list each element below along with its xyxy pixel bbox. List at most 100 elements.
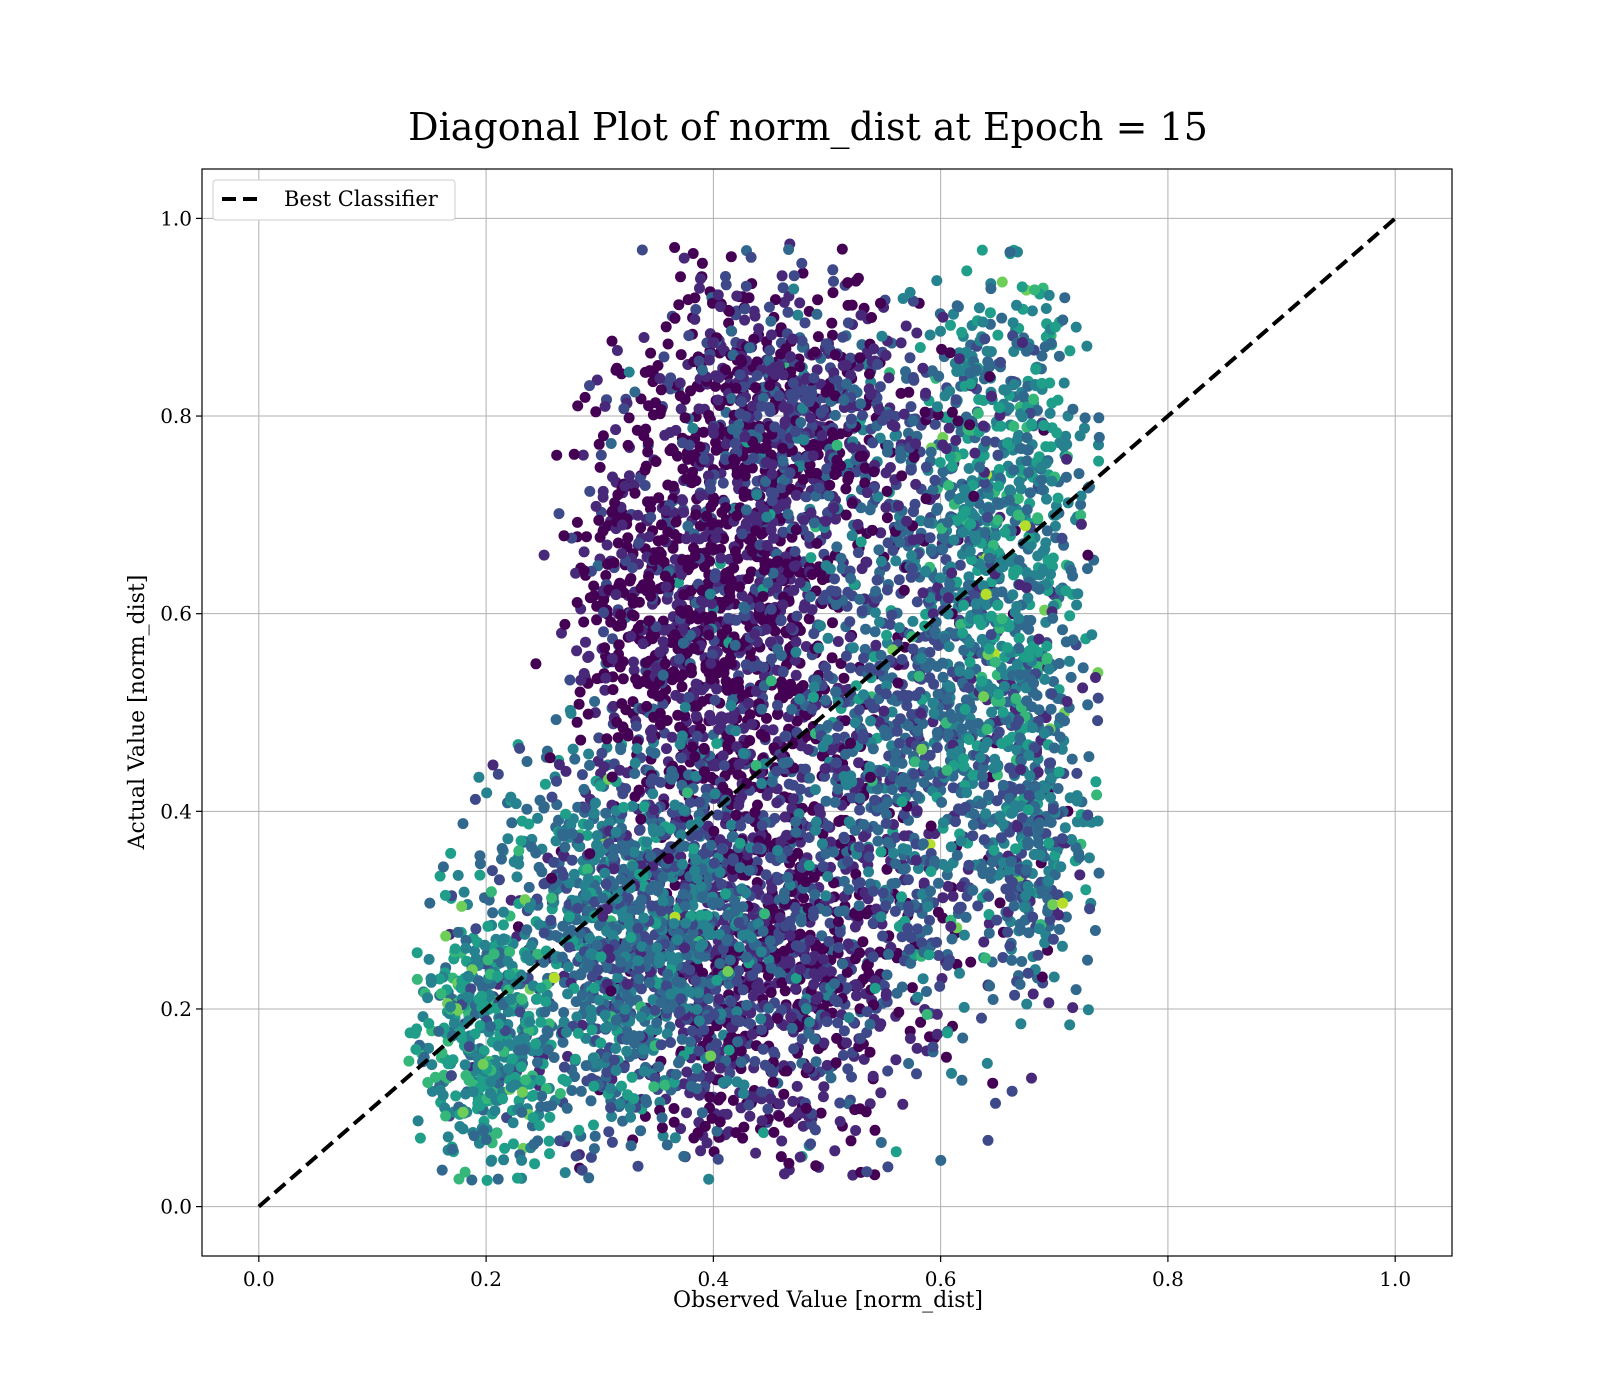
scatter-point xyxy=(858,819,870,830)
scatter-point xyxy=(619,845,630,857)
scatter-point xyxy=(599,684,611,696)
scatter-point xyxy=(709,694,721,706)
scatter-point xyxy=(661,743,672,755)
scatter-point xyxy=(690,304,702,315)
scatter-point xyxy=(765,636,777,648)
scatter-point xyxy=(746,718,758,730)
scatter-point xyxy=(705,1042,717,1054)
scatter-point xyxy=(869,975,881,987)
scatter-point xyxy=(403,1055,415,1067)
scatter-point xyxy=(924,672,936,684)
scatter-point xyxy=(673,577,684,589)
scatter-point xyxy=(815,620,826,632)
scatter-point xyxy=(632,955,644,967)
scatter-point xyxy=(804,1016,815,1028)
scatter-point xyxy=(521,924,533,936)
scatter-point xyxy=(978,936,990,948)
scatter-point xyxy=(776,270,788,282)
scatter-point xyxy=(447,1143,458,1155)
scatter-point xyxy=(638,1044,650,1056)
scatter-point xyxy=(741,999,753,1011)
scatter-point xyxy=(550,930,562,941)
scatter-point xyxy=(791,1080,803,1092)
scatter-point xyxy=(734,837,746,849)
scatter-point xyxy=(785,622,797,634)
scatter-point xyxy=(725,393,737,404)
scatter-point xyxy=(832,636,844,647)
scatter-point xyxy=(732,768,744,780)
scatter-point xyxy=(815,1107,827,1119)
scatter-point xyxy=(617,673,629,685)
scatter-point xyxy=(759,1059,771,1071)
scatter-point xyxy=(854,804,866,816)
scatter-point xyxy=(806,703,818,715)
scatter-point xyxy=(876,555,887,567)
scatter-point xyxy=(720,279,732,291)
scatter-point xyxy=(478,1125,490,1137)
scatter-point xyxy=(654,719,666,731)
scatter-point xyxy=(738,1121,750,1133)
scatter-point xyxy=(534,1074,546,1086)
scatter-point xyxy=(822,871,834,882)
scatter-point xyxy=(634,901,646,913)
scatter-point xyxy=(523,818,535,830)
scatter-point xyxy=(513,845,525,857)
scatter-point xyxy=(445,1070,457,1082)
scatter-point xyxy=(890,1146,902,1158)
scatter-point xyxy=(646,900,658,912)
scatter-point xyxy=(606,1136,618,1148)
scatter-point xyxy=(483,894,495,906)
scatter-point xyxy=(605,1083,617,1095)
scatter-point xyxy=(558,1007,570,1018)
scatter-point xyxy=(572,1027,584,1039)
scatter-point xyxy=(826,317,838,329)
scatter-point xyxy=(717,750,729,762)
scatter-point xyxy=(720,888,731,900)
scatter-point xyxy=(698,426,710,438)
scatter-point xyxy=(1026,1072,1037,1084)
scatter-point xyxy=(779,920,791,932)
scatter-point xyxy=(525,940,537,952)
scatter-point xyxy=(597,910,609,922)
scatter-point xyxy=(453,1173,465,1185)
scatter-point xyxy=(424,897,436,909)
scatter-point xyxy=(689,313,701,325)
scatter-point xyxy=(787,779,799,791)
scatter-point xyxy=(478,1045,490,1057)
scatter-point xyxy=(740,659,752,671)
scatter-point xyxy=(860,907,872,919)
scatter-point xyxy=(766,653,778,665)
scatter-point xyxy=(806,569,818,580)
scatter-point xyxy=(560,808,572,820)
scatter-point xyxy=(692,1127,704,1139)
scatter-point xyxy=(756,778,768,789)
scatter-point xyxy=(605,985,617,997)
scatter-point xyxy=(493,874,505,886)
scatter-point xyxy=(706,598,718,609)
scatter-point xyxy=(733,917,745,929)
scatter-point xyxy=(585,1004,597,1016)
scatter-point xyxy=(831,1032,843,1044)
scatter-point xyxy=(892,677,904,689)
scatter-point xyxy=(618,863,630,875)
scatter-point xyxy=(857,936,869,948)
scatter-point xyxy=(733,941,745,953)
scatter-point xyxy=(737,747,749,759)
scatter-point xyxy=(628,664,640,676)
scatter-point xyxy=(588,982,600,994)
scatter-point xyxy=(641,1097,652,1108)
scatter-point xyxy=(698,766,710,778)
scatter-point xyxy=(651,1017,663,1029)
scatter-point xyxy=(791,715,803,727)
scatter-point xyxy=(749,806,761,818)
scatter-point xyxy=(749,1056,761,1067)
scatter-point xyxy=(935,1154,947,1166)
scatter-point xyxy=(722,965,734,977)
scatter-point xyxy=(477,982,489,994)
scatter-point xyxy=(681,1107,692,1119)
scatter-point xyxy=(576,1164,588,1176)
scatter-point xyxy=(550,714,562,726)
scatter-point xyxy=(893,574,905,586)
scatter-point xyxy=(657,871,669,883)
scatter-point xyxy=(665,1037,676,1048)
